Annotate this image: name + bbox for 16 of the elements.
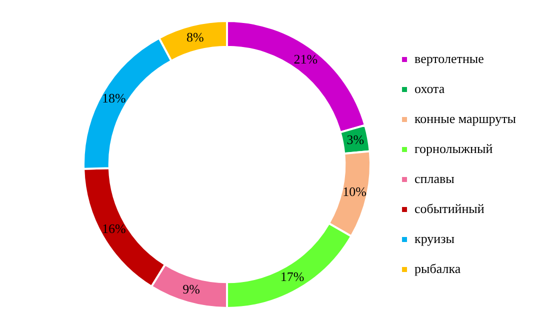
data-label: 17% [280, 269, 304, 284]
data-label: 3% [346, 132, 364, 147]
data-label: 9% [182, 282, 200, 297]
legend-label: горнолыжный [414, 140, 493, 156]
legend-label: сплавы [414, 170, 455, 186]
legend-label: охота [414, 80, 445, 96]
legend-label: конные маршруты [414, 110, 516, 126]
data-label: 16% [102, 221, 126, 236]
legend-label: вертолетные [414, 50, 484, 66]
data-label: 21% [294, 52, 318, 67]
data-label: 18% [102, 90, 126, 106]
data-label: 8% [186, 29, 204, 44]
legend-label: событийный [414, 200, 484, 216]
legend-label: рыбалка [414, 260, 461, 276]
data-label: 10% [342, 184, 367, 199]
legend-label: круизы [414, 230, 455, 246]
